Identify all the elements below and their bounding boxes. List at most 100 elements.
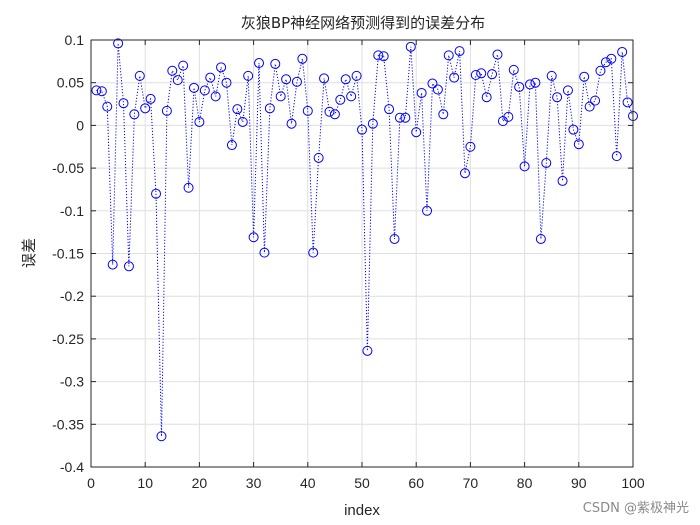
x-tick-label: 70 bbox=[463, 475, 479, 491]
y-tick-label: -0.1 bbox=[60, 203, 84, 219]
data-point bbox=[405, 41, 416, 52]
y-tick-label: -0.15 bbox=[52, 246, 84, 262]
data-point bbox=[351, 70, 362, 81]
data-point bbox=[606, 53, 617, 64]
chart-title: 灰狼BP神经网络预测得到的误差分布 bbox=[241, 14, 485, 32]
data-point bbox=[161, 105, 172, 116]
x-tick-label: 50 bbox=[354, 475, 370, 491]
data-point bbox=[291, 76, 302, 87]
data-point bbox=[590, 95, 601, 106]
data-point bbox=[172, 75, 183, 86]
data-point bbox=[340, 74, 351, 85]
data-point bbox=[145, 93, 156, 104]
data-point bbox=[237, 116, 248, 127]
data-point bbox=[167, 65, 178, 76]
data-point bbox=[319, 73, 330, 84]
data-point bbox=[459, 168, 470, 179]
data-point bbox=[416, 87, 427, 98]
data-point bbox=[481, 92, 492, 103]
data-point bbox=[411, 127, 422, 138]
data-point bbox=[216, 62, 227, 73]
data-point bbox=[622, 97, 633, 108]
y-axis-label: 误差 bbox=[21, 238, 38, 268]
data-point bbox=[470, 70, 481, 81]
data-point bbox=[221, 77, 232, 88]
data-point bbox=[427, 78, 438, 89]
data-point bbox=[503, 111, 514, 122]
data-point bbox=[107, 259, 118, 270]
watermark: CSDN @紫极神光 bbox=[583, 501, 689, 516]
x-tick-label: 80 bbox=[517, 475, 533, 491]
data-point bbox=[96, 86, 107, 97]
data-point bbox=[579, 71, 590, 82]
series-line bbox=[96, 43, 634, 437]
x-tick-label: 20 bbox=[192, 475, 208, 491]
data-point bbox=[270, 58, 281, 69]
data-point bbox=[552, 92, 563, 103]
data-point bbox=[617, 46, 628, 57]
data-point bbox=[183, 182, 194, 193]
data-point bbox=[102, 101, 113, 112]
data-point bbox=[373, 50, 384, 61]
y-tick-label: 0.05 bbox=[57, 75, 84, 91]
data-point bbox=[286, 118, 297, 129]
data-point bbox=[232, 104, 243, 115]
x-tick-label: 10 bbox=[137, 475, 153, 491]
x-tick-label: 90 bbox=[571, 475, 587, 491]
y-tick-label: -0.2 bbox=[60, 288, 84, 304]
data-point bbox=[281, 74, 292, 85]
data-point bbox=[525, 79, 536, 90]
data-point bbox=[573, 139, 584, 150]
data-point bbox=[530, 77, 541, 88]
data-point bbox=[508, 64, 519, 75]
data-point bbox=[432, 84, 443, 95]
data-point bbox=[140, 103, 151, 114]
data-point bbox=[389, 233, 400, 244]
data-point bbox=[454, 46, 465, 57]
data-point bbox=[568, 124, 579, 135]
data-point bbox=[394, 112, 405, 123]
data-point bbox=[254, 58, 265, 69]
data-point bbox=[400, 112, 411, 123]
data-point bbox=[188, 82, 199, 93]
data-point bbox=[259, 247, 270, 258]
data-point bbox=[113, 38, 124, 49]
y-tick-label: 0.1 bbox=[65, 32, 85, 48]
data-point bbox=[600, 57, 611, 68]
y-tick-label: -0.25 bbox=[52, 331, 84, 347]
data-point bbox=[248, 232, 259, 243]
data-point bbox=[362, 345, 373, 356]
data-point bbox=[562, 85, 573, 96]
y-tick-label: -0.35 bbox=[52, 416, 84, 432]
data-point bbox=[210, 91, 221, 102]
data-point bbox=[487, 69, 498, 80]
data-point bbox=[449, 72, 460, 83]
x-tick-label: 0 bbox=[87, 475, 95, 491]
x-tick-label: 30 bbox=[246, 475, 262, 491]
data-point bbox=[519, 161, 530, 172]
data-point bbox=[264, 103, 275, 114]
data-point bbox=[476, 68, 487, 79]
data-point bbox=[226, 140, 237, 151]
data-point bbox=[243, 70, 254, 81]
data-point bbox=[557, 175, 568, 186]
data-point bbox=[595, 65, 606, 76]
axis-ticks: 0 10 20 30 40 50 60 70 80 90 100 0.1 0.05 0 -0.05 -0.1 -… bbox=[52, 32, 645, 491]
data-point bbox=[199, 85, 210, 96]
data-point bbox=[302, 105, 313, 116]
x-tick-label: 40 bbox=[300, 475, 316, 491]
data-point bbox=[611, 151, 622, 162]
data-point bbox=[535, 233, 546, 244]
data-point bbox=[129, 109, 140, 120]
y-tick-label: -0.4 bbox=[60, 459, 84, 475]
data-point bbox=[178, 60, 189, 71]
data-point bbox=[275, 91, 286, 102]
data-point bbox=[308, 247, 319, 258]
data-point bbox=[205, 72, 216, 83]
data-point bbox=[367, 118, 378, 129]
x-tick-label: 100 bbox=[621, 475, 645, 491]
y-tick-label: 0 bbox=[76, 117, 84, 133]
data-point bbox=[584, 101, 595, 112]
data-point bbox=[443, 50, 454, 61]
